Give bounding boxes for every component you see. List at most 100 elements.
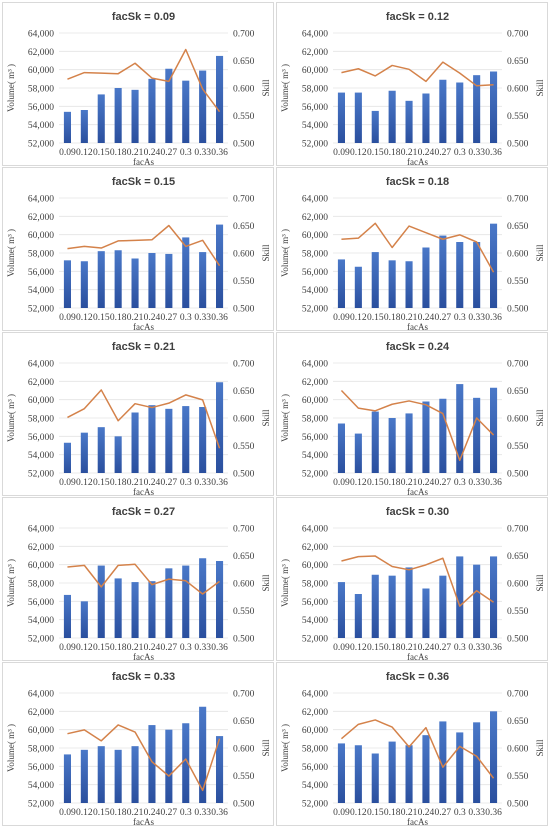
volume-bar [80,110,88,143]
chart-panel: facSk = 0.21 52,000 54,000 56,000 58,000 60,0… [2,332,274,497]
right-tick-label: 0.500 [507,305,529,315]
x-tick-label: 0.18 [110,478,127,488]
left-tick-label: 64,000 [302,195,328,205]
left-tick-label: 64,000 [28,30,54,40]
volume-bar [388,260,396,308]
volume-bar [473,564,481,638]
x-tick-label: 0.27 [435,643,452,653]
skill-line [67,48,221,113]
skill-line [340,389,495,462]
x-tick-label: 0.33 [468,643,485,653]
left-tick-label: 62,000 [302,48,328,58]
left-tick-label: 62,000 [302,378,328,388]
right-tick-label: 0.600 [233,415,255,425]
x-tick-label: 0.21 [127,313,144,323]
volume-bar [439,575,447,638]
x-tick-label: 0.27 [435,148,452,158]
volume-bar [456,732,464,803]
right-tick-label: 0.700 [233,195,255,205]
right-tick-label: 0.650 [507,57,529,67]
x-tick-label: 0.33 [194,313,211,323]
chart-panel: facSk = 0.09 52,000 54,000 56,000 58,000 60,0… [2,2,274,167]
left-tick-label: 54,000 [28,781,54,791]
volume-bar [63,594,71,638]
volume-bar [199,558,207,638]
volume-bar [473,75,481,143]
x-tick-label: 0.09 [333,643,350,653]
skill-line [341,222,495,273]
volume-bar [354,92,362,143]
left-tick-label: 60,000 [302,726,328,736]
right-tick-label: 0.500 [507,470,529,480]
right-tick-label: 0.500 [233,800,255,810]
x-tick-label: 0.24 [144,808,161,818]
volume-bar [337,92,345,143]
right-tick-label: 0.700 [233,30,255,40]
x-tick-label: 0.24 [418,643,435,653]
right-tick-label: 0.600 [233,745,255,755]
chart-svg: facSk = 0.30 52,000 54,000 56,000 58,000 60,0… [280,506,545,662]
chart-title: facSk = 0.24 [386,341,450,353]
left-tick-label: 60,000 [28,726,54,736]
left-tick-label: 52,000 [28,800,54,810]
x-tick-label: 0.12 [76,478,93,488]
chart-title: facSk = 0.30 [386,506,449,518]
x-axis-label: facAs [133,157,154,167]
skill-line [67,224,221,267]
y2-axis-label: Skill [535,739,545,757]
chart-title: facSk = 0.15 [112,176,175,188]
x-tick-label: 0.18 [384,478,401,488]
left-tick-label: 60,000 [302,66,328,76]
right-tick-label: 0.650 [507,552,529,562]
x-tick-label: 0.3 [454,313,466,323]
left-tick-label: 64,000 [28,690,54,700]
x-tick-label: 0.3 [454,808,466,818]
right-tick-label: 0.700 [507,360,529,370]
chart-title: facSk = 0.33 [112,671,175,683]
left-tick-label: 52,000 [302,800,328,810]
volume-bar [337,582,345,638]
x-tick-label: 0.12 [350,808,367,818]
volume-bar [216,736,224,803]
x-tick-label: 0.3 [180,148,192,158]
chart-svg: facSk = 0.15 52,000 54,000 56,000 58,000 60,0… [6,176,271,332]
volume-bar [80,261,88,308]
chart-panel: facSk = 0.15 52,000 54,000 56,000 58,000 60,0… [2,167,274,332]
left-tick-label: 60,000 [28,231,54,241]
left-tick-label: 58,000 [28,415,54,425]
left-tick-label: 54,000 [28,286,54,296]
volume-bar [490,556,498,638]
x-tick-label: 0.15 [93,478,110,488]
volume-bar [354,594,362,638]
left-tick-label: 64,000 [302,525,328,535]
volume-bar [422,401,430,473]
volume-bar [439,79,447,143]
volume-bar [456,384,464,473]
x-tick-label: 0.18 [110,148,127,158]
volume-bar [165,408,173,473]
left-tick-label: 64,000 [28,360,54,370]
right-tick-label: 0.550 [507,442,529,452]
right-tick-label: 0.550 [507,607,529,617]
left-tick-label: 56,000 [302,433,328,443]
volume-bar [97,746,105,803]
left-tick-label: 56,000 [28,268,54,278]
x-tick-label: 0.27 [161,148,178,158]
x-tick-label: 0.24 [144,643,161,653]
left-tick-label: 54,000 [302,121,328,131]
chart-svg: facSk = 0.24 52,000 54,000 56,000 58,000 60,0… [280,341,545,497]
right-tick-label: 0.500 [233,305,255,315]
volume-bar [490,711,498,803]
x-tick-label: 0.09 [333,478,350,488]
x-tick-label: 0.09 [59,148,76,158]
volume-bar [199,407,207,473]
volume-bar [97,565,105,638]
x-tick-label: 0.27 [435,478,452,488]
x-tick-label: 0.36 [211,148,228,158]
left-tick-label: 56,000 [28,598,54,608]
right-tick-label: 0.550 [233,277,255,287]
right-tick-label: 0.650 [507,222,529,232]
x-tick-label: 0.15 [367,643,384,653]
left-tick-label: 56,000 [302,103,328,113]
y2-axis-label: Skill [261,79,271,97]
